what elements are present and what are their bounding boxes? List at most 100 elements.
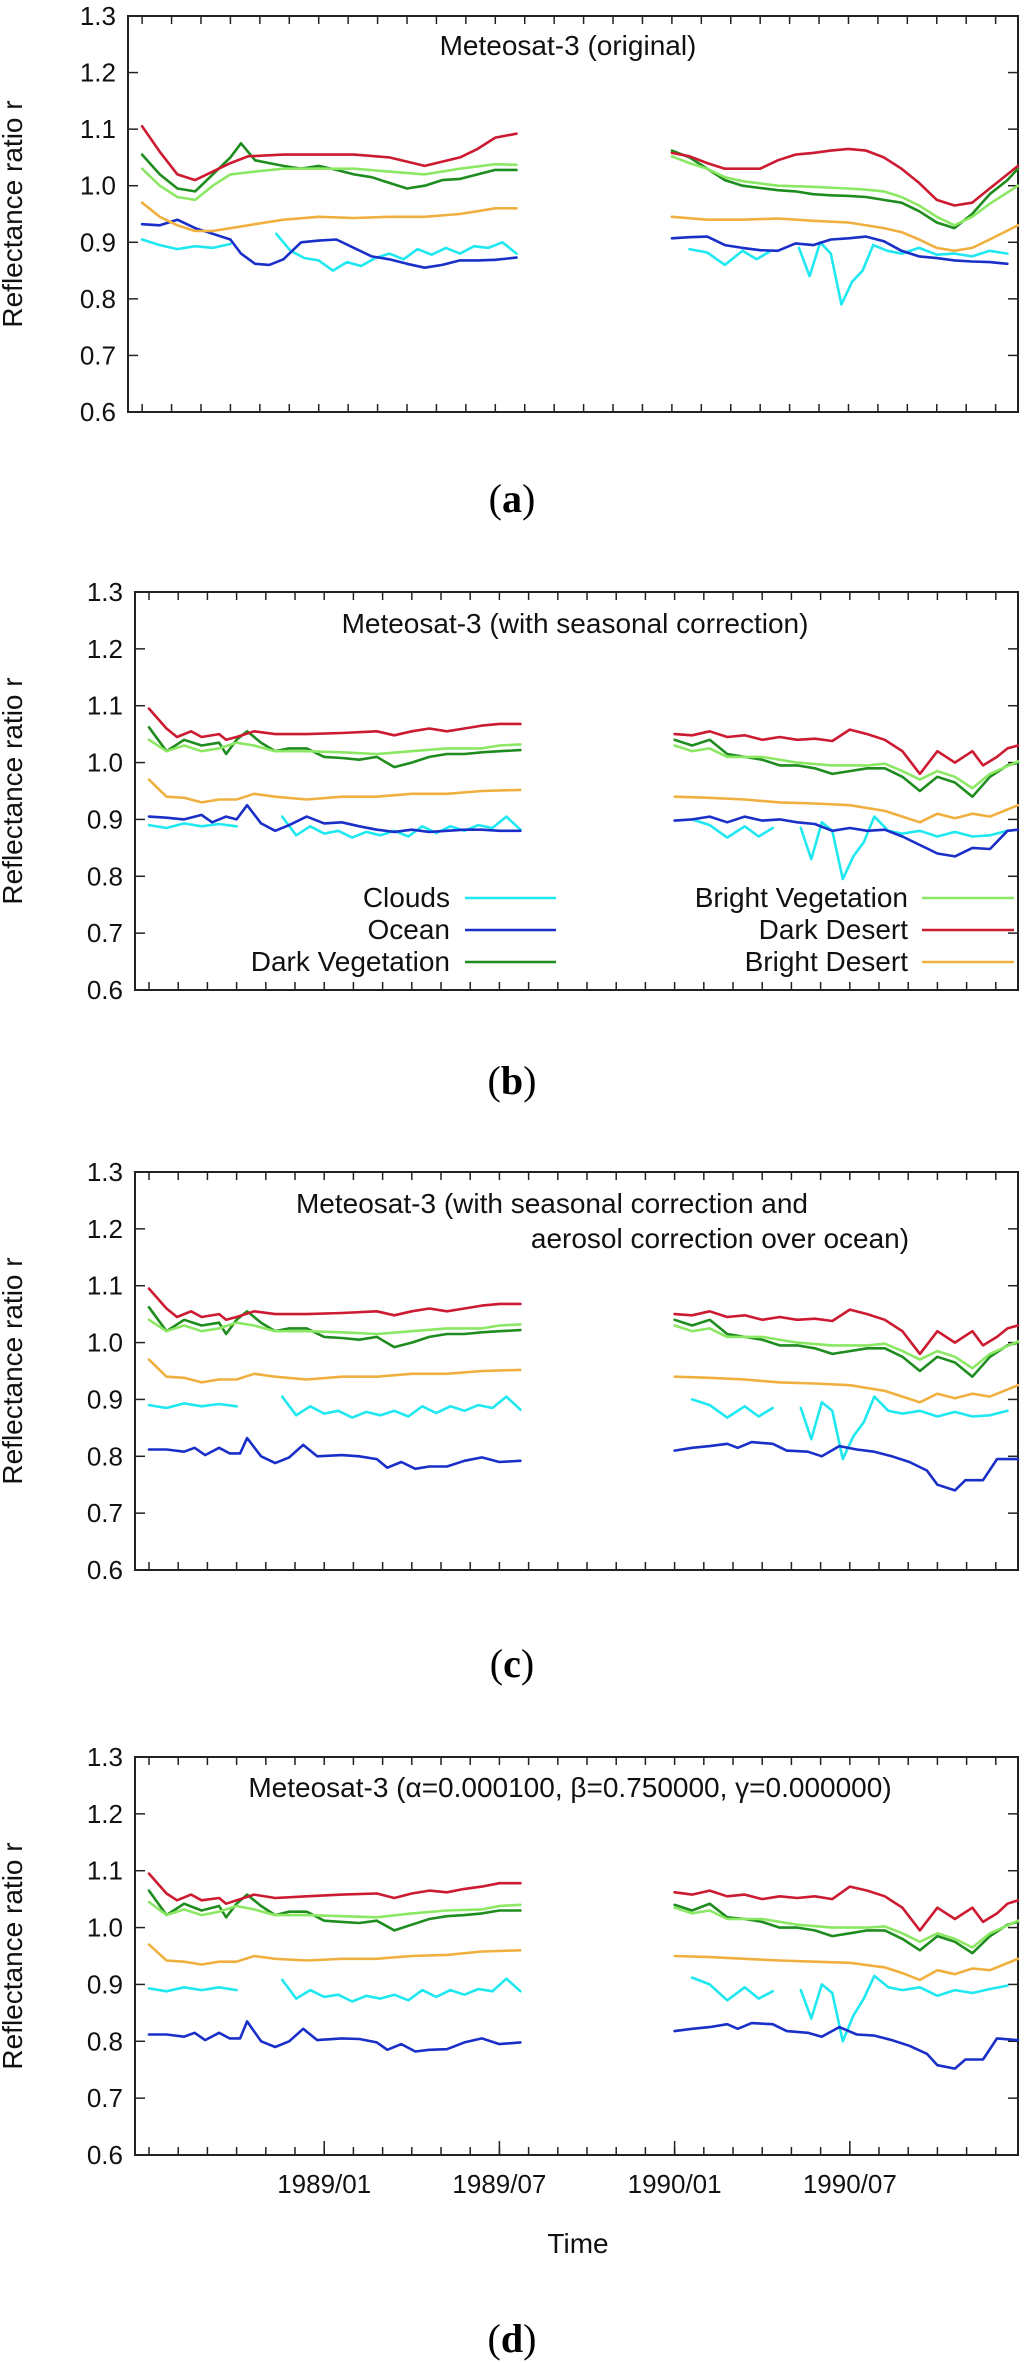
- plot-frame: [134, 1756, 1019, 2156]
- y-axis-label: Reflectance ratio r: [0, 1257, 28, 1484]
- series-line-clouds: [799, 1974, 1009, 2043]
- series-line-dark-desert: [147, 1872, 522, 1905]
- series-line-bright-desert: [670, 215, 1020, 253]
- y-tick-label: 1.1: [80, 114, 116, 144]
- series-line-bright-desert: [147, 778, 522, 804]
- panel-c: 0.6 0.7 0.8 0.9 1.0 1.1 1.2 1.3 Reflectance rati…: [0, 1157, 1020, 1585]
- plot-frame: [127, 15, 1019, 413]
- series-line-clouds: [690, 1976, 774, 2002]
- series-line-dark-vegetation: [673, 1318, 1020, 1378]
- y-tick-label: 1.0: [87, 1913, 123, 1943]
- legend-label: Bright Vegetation: [695, 882, 908, 913]
- y-tick-label: 0.8: [80, 284, 116, 314]
- y-tick-label: 0.8: [87, 1441, 123, 1471]
- panel-d: 0.6 0.7 0.8 0.9 1.0 1.1 1.2 1.3 1989/01 1989/07 19…: [0, 1742, 1020, 2259]
- series-line-clouds: [275, 232, 518, 272]
- series-line-clouds: [147, 822, 238, 830]
- series-line-clouds: [280, 1395, 522, 1419]
- series-line-dark-desert: [673, 1308, 1020, 1356]
- series-line-bright-desert: [673, 1375, 1020, 1404]
- chart-title: Meteosat-3 (with seasonal correction and: [296, 1188, 808, 1219]
- x-tick-label: 1990/07: [803, 2169, 897, 2199]
- series-line-bright-vegetation: [147, 1900, 522, 1919]
- series-line-bright-vegetation: [673, 1906, 1020, 1949]
- y-tick-label: 1.2: [87, 634, 123, 664]
- legend-label: Bright Desert: [745, 946, 909, 977]
- series-line-clouds: [147, 1402, 238, 1410]
- series-line-clouds: [688, 247, 773, 267]
- series-line-clouds: [690, 818, 774, 839]
- y-tick-label: 1.0: [87, 1328, 123, 1358]
- y-tick-label: 0.6: [80, 397, 116, 427]
- series-line-ocean: [140, 218, 518, 269]
- legend-label: Ocean: [368, 914, 451, 945]
- series-line-dark-desert: [147, 707, 522, 742]
- y-tick-label: 0.8: [87, 861, 123, 891]
- series-line-bright-desert: [140, 201, 518, 233]
- plot-frame: [134, 591, 1019, 991]
- series-line-ocean: [147, 803, 522, 834]
- y-tick-label: 1.2: [87, 1799, 123, 1829]
- series-line-ocean: [147, 2020, 522, 2053]
- chart-title: aerosol correction over ocean): [531, 1223, 909, 1254]
- series-line-ocean: [673, 1440, 1020, 1492]
- plot-frame: [134, 1171, 1019, 1571]
- series-line-dark-vegetation: [673, 738, 1020, 798]
- chart-title: Meteosat-3 (α=0.000100, β=0.750000, γ=0.…: [248, 1772, 891, 1803]
- y-axis-label: Reflectance ratio r: [0, 677, 28, 904]
- y-tick-label: 0.7: [80, 340, 116, 370]
- y-tick-label: 0.7: [87, 2083, 123, 2113]
- legend-label: Dark Desert: [759, 914, 909, 945]
- series-line-ocean: [670, 235, 1009, 266]
- series-line-bright-desert: [147, 1358, 522, 1384]
- series-line-clouds: [280, 815, 522, 839]
- y-tick-label: 1.3: [87, 1157, 123, 1187]
- x-tick-label: 1989/01: [277, 2169, 371, 2199]
- series-line-dark-vegetation: [140, 142, 518, 193]
- y-tick-label: 1.2: [87, 1214, 123, 1244]
- series-line-clouds: [799, 815, 1009, 881]
- series-line-bright-vegetation: [147, 738, 522, 756]
- series-line-bright-vegetation: [673, 744, 1020, 790]
- legend-label: Clouds: [363, 882, 450, 913]
- series-line-ocean: [147, 1436, 522, 1471]
- series-line-ocean: [673, 2021, 1020, 2070]
- y-tick-label: 0.7: [87, 1498, 123, 1528]
- panel-a: 0.6 0.7 0.8 0.9 1.0 1.1 1.2 1.3 Reflectance rati…: [0, 1, 1020, 427]
- y-tick-label: 0.9: [80, 227, 116, 257]
- series-line-bright-vegetation: [670, 155, 1020, 227]
- panel-tag-a: (a): [489, 476, 536, 521]
- y-tick-label: 0.9: [87, 1969, 123, 1999]
- y-axis-label: Reflectance ratio r: [0, 1842, 28, 2069]
- chart-title: Meteosat-3 (original): [440, 30, 697, 61]
- y-tick-label: 0.8: [87, 2026, 123, 2056]
- series-line-clouds: [799, 1395, 1009, 1461]
- y-tick-label: 1.3: [87, 577, 123, 607]
- series-line-clouds: [147, 1986, 238, 1993]
- y-tick-label: 0.6: [87, 975, 123, 1005]
- series-line-dark-desert: [147, 1287, 522, 1322]
- panel-tag-c: (c): [490, 1641, 534, 1686]
- y-tick-label: 1.3: [80, 1, 116, 31]
- y-tick-label: 1.1: [87, 691, 123, 721]
- y-tick-label: 0.9: [87, 1384, 123, 1414]
- series-line-bright-vegetation: [673, 1324, 1020, 1370]
- panel-tag-b: (b): [488, 1058, 537, 1103]
- series-line-clouds: [797, 241, 1009, 306]
- y-tick-label: 0.6: [87, 1555, 123, 1585]
- y-tick-label: 0.9: [87, 804, 123, 834]
- y-tick-label: 0.7: [87, 918, 123, 948]
- series-line-clouds: [690, 1398, 774, 1419]
- y-tick-label: 1.0: [80, 171, 116, 201]
- series-line-clouds: [280, 1977, 522, 2003]
- series-line-bright-desert: [147, 1943, 522, 1966]
- series-line-bright-desert: [673, 1954, 1020, 1982]
- chart-title: Meteosat-3 (with seasonal correction): [342, 608, 809, 639]
- y-tick-label: 1.0: [87, 748, 123, 778]
- legend-label: Dark Vegetation: [251, 946, 450, 977]
- series-line-clouds: [140, 238, 232, 251]
- series-line-dark-desert: [140, 125, 518, 182]
- y-tick-label: 1.1: [87, 1856, 123, 1886]
- series-line-dark-desert: [673, 728, 1020, 776]
- panel-b: 0.6 0.7 0.8 0.9 1.0 1.1 1.2 1.3 Reflectance rati…: [0, 577, 1020, 1005]
